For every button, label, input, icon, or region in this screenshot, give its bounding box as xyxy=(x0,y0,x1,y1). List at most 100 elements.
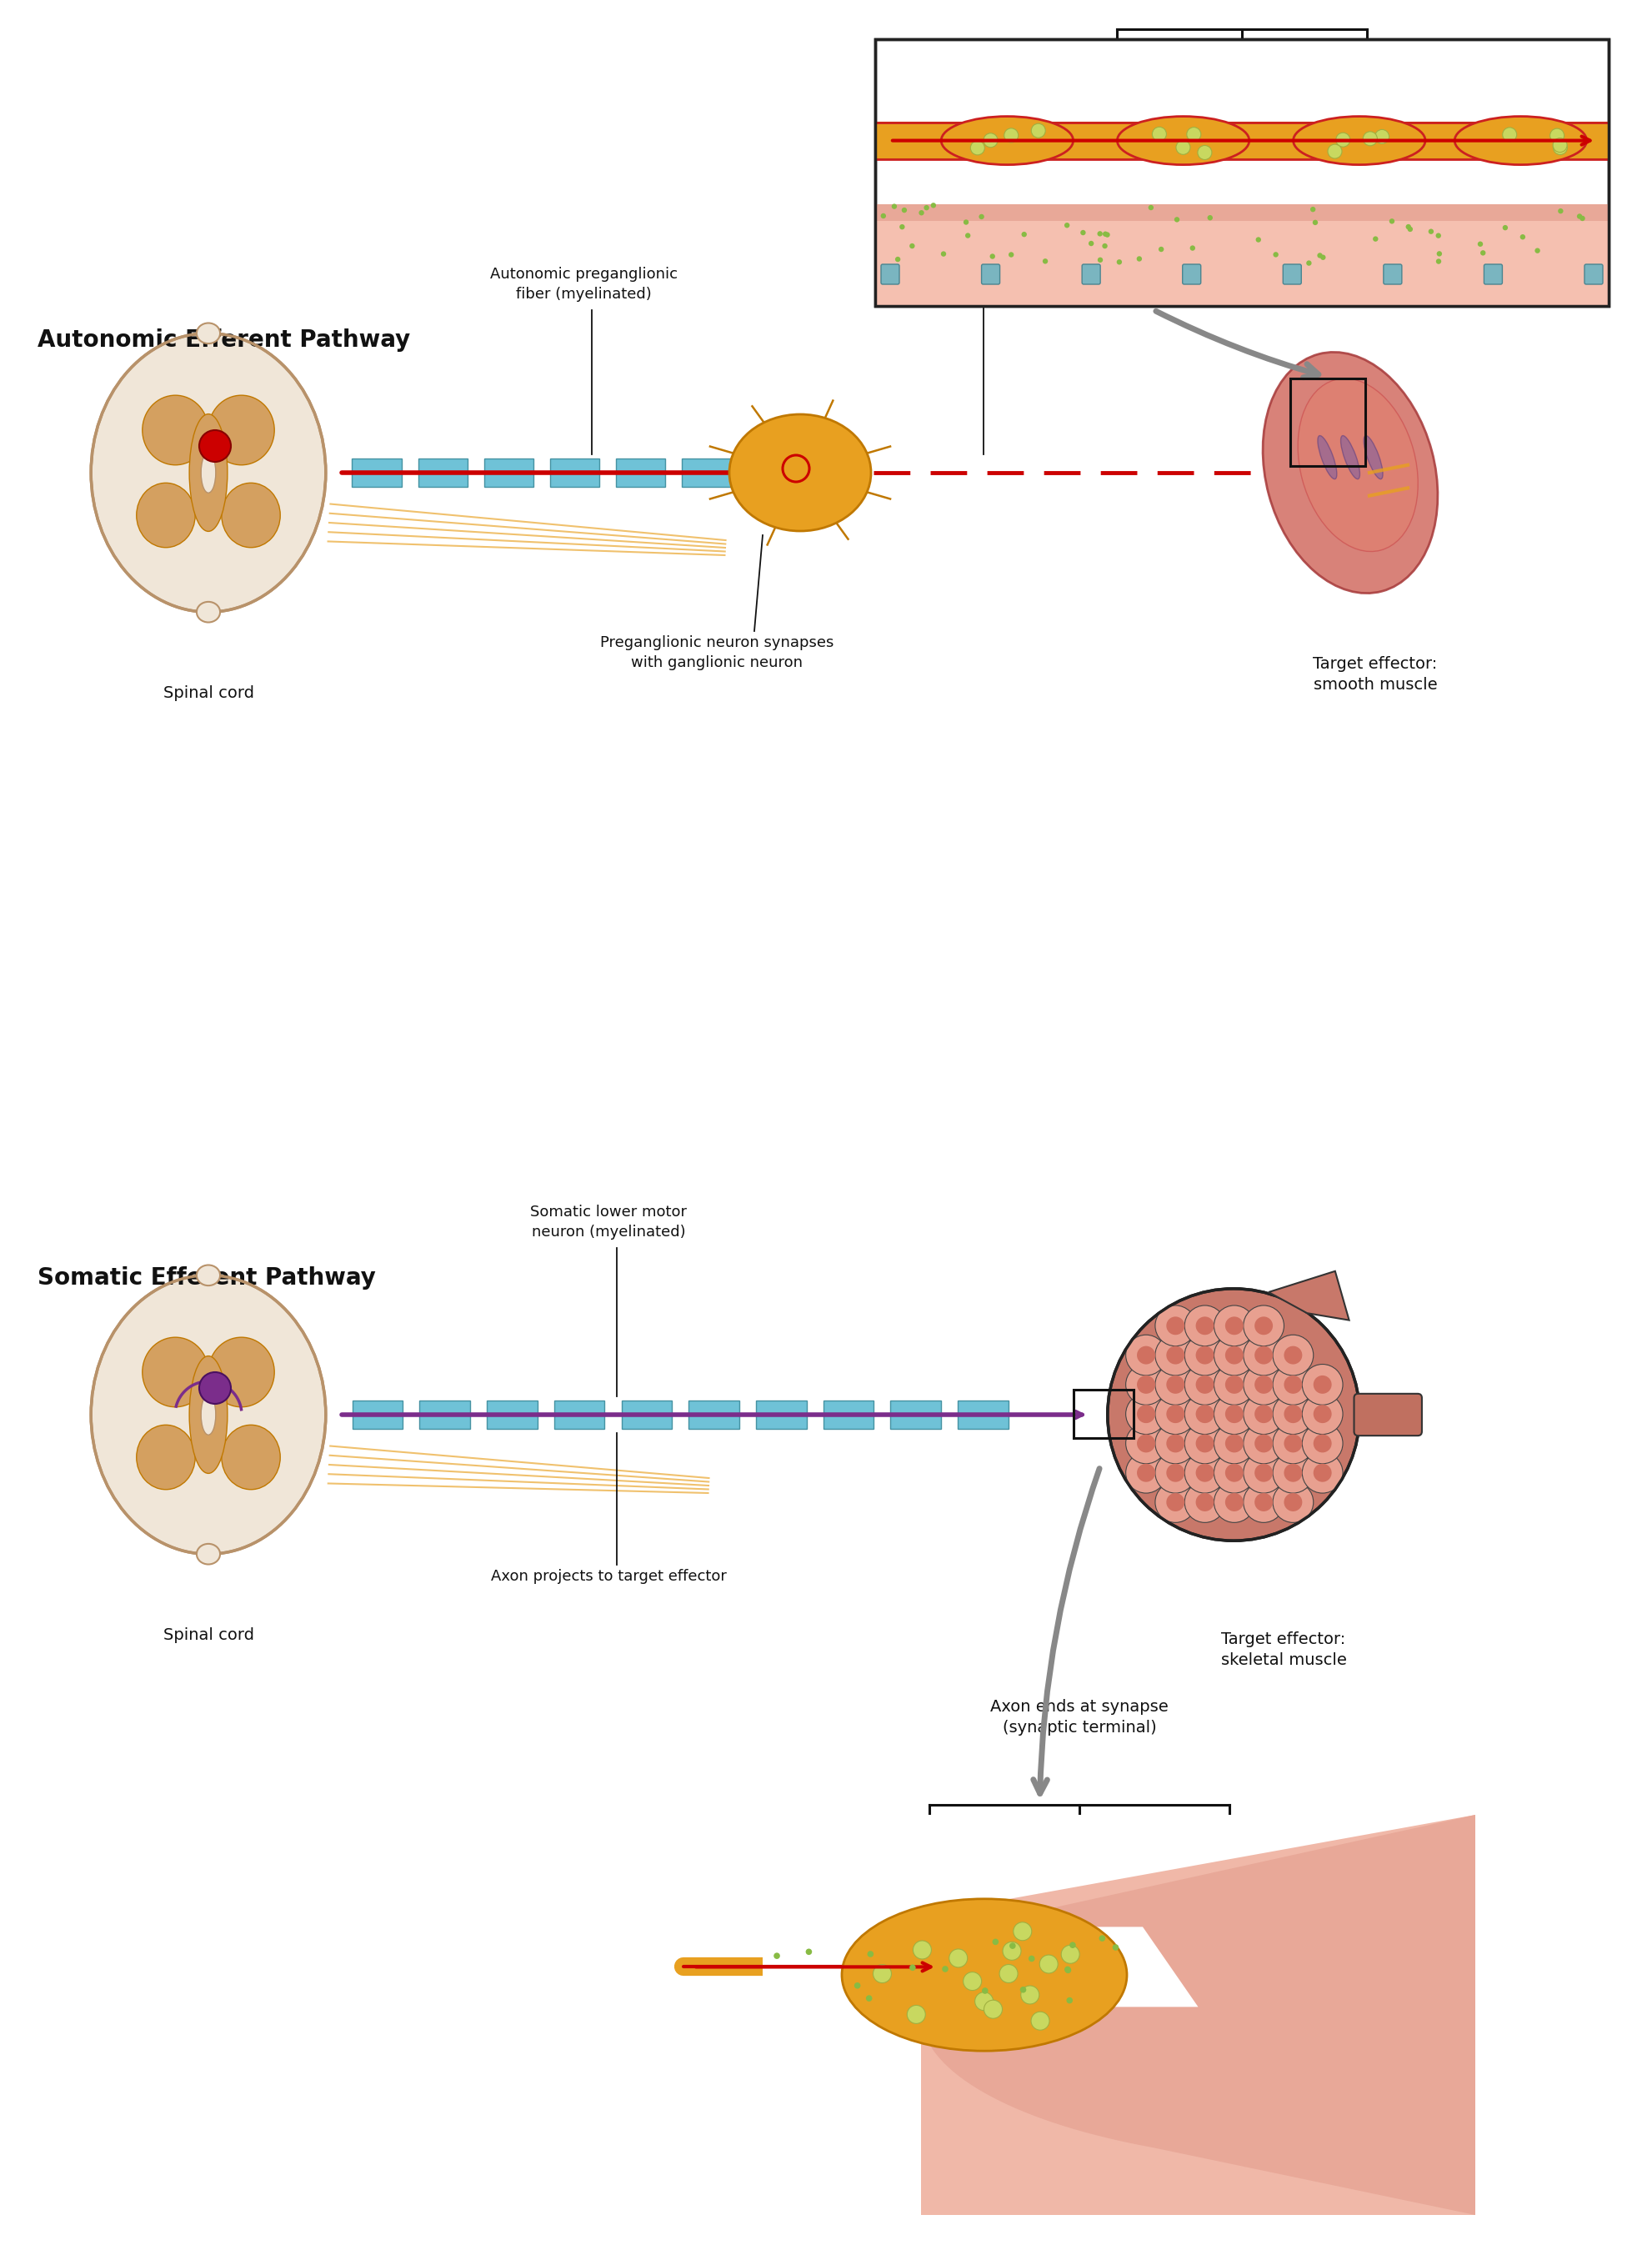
Circle shape xyxy=(1254,1345,1272,1364)
Circle shape xyxy=(1194,1434,1214,1452)
Circle shape xyxy=(1284,1434,1302,1452)
Circle shape xyxy=(1009,1943,1016,1948)
Circle shape xyxy=(1137,1434,1155,1452)
Circle shape xyxy=(1184,1305,1224,1345)
Circle shape xyxy=(1097,231,1102,236)
Circle shape xyxy=(1004,129,1018,143)
Circle shape xyxy=(942,1966,948,1973)
Circle shape xyxy=(907,2005,925,2023)
Circle shape xyxy=(1013,1923,1031,1941)
Circle shape xyxy=(1155,1305,1194,1345)
Circle shape xyxy=(1166,1463,1184,1481)
Circle shape xyxy=(1427,229,1432,233)
Circle shape xyxy=(1008,251,1013,258)
Polygon shape xyxy=(418,458,468,487)
Circle shape xyxy=(1148,204,1153,211)
Circle shape xyxy=(1313,1404,1332,1422)
Text: Somatic lower motor
neuron (myelinated): Somatic lower motor neuron (myelinated) xyxy=(530,1205,687,1239)
Circle shape xyxy=(1242,1481,1284,1522)
Ellipse shape xyxy=(91,1275,325,1554)
Circle shape xyxy=(1137,1404,1155,1422)
Ellipse shape xyxy=(202,1395,216,1434)
Polygon shape xyxy=(621,1400,671,1429)
Circle shape xyxy=(881,213,885,217)
Circle shape xyxy=(1272,1334,1313,1375)
Circle shape xyxy=(900,208,907,213)
Circle shape xyxy=(1312,220,1317,224)
Text: Autonomic
postganglionic
fiber (unmyelinated): Autonomic postganglionic fiber (unmyelin… xyxy=(889,222,1044,276)
Circle shape xyxy=(899,224,904,229)
Ellipse shape xyxy=(202,453,216,494)
Circle shape xyxy=(1184,1452,1224,1493)
Circle shape xyxy=(1117,260,1122,265)
Circle shape xyxy=(1039,1955,1057,1973)
Circle shape xyxy=(1272,1364,1313,1404)
Circle shape xyxy=(1302,1393,1341,1434)
Circle shape xyxy=(1436,251,1441,256)
Circle shape xyxy=(1151,127,1166,140)
Circle shape xyxy=(1313,1375,1332,1393)
Circle shape xyxy=(919,211,923,215)
Bar xyxy=(876,204,1607,220)
Circle shape xyxy=(1213,1452,1254,1493)
Circle shape xyxy=(1155,1334,1194,1375)
Circle shape xyxy=(1272,1422,1313,1463)
Circle shape xyxy=(1194,1463,1214,1481)
Circle shape xyxy=(1320,254,1325,260)
Circle shape xyxy=(1042,258,1047,265)
Circle shape xyxy=(1480,249,1485,256)
Circle shape xyxy=(1194,1316,1214,1334)
Circle shape xyxy=(1553,140,1566,154)
Polygon shape xyxy=(958,1400,1008,1429)
Circle shape xyxy=(1155,1364,1194,1404)
Ellipse shape xyxy=(142,396,208,464)
Circle shape xyxy=(1224,1493,1242,1511)
Circle shape xyxy=(1003,1941,1021,1959)
Circle shape xyxy=(805,1948,811,1955)
Circle shape xyxy=(1194,1345,1214,1364)
Circle shape xyxy=(1373,236,1378,242)
Circle shape xyxy=(1155,1481,1194,1522)
Ellipse shape xyxy=(1340,435,1360,478)
Bar xyxy=(1290,378,1365,467)
Circle shape xyxy=(1184,1364,1224,1404)
Ellipse shape xyxy=(1454,116,1586,165)
Ellipse shape xyxy=(221,1425,281,1490)
Circle shape xyxy=(1520,233,1525,240)
Circle shape xyxy=(999,1964,1018,1982)
Circle shape xyxy=(1194,1375,1214,1393)
FancyBboxPatch shape xyxy=(881,265,899,285)
Circle shape xyxy=(1305,260,1312,265)
Circle shape xyxy=(1284,1404,1302,1422)
Polygon shape xyxy=(484,458,534,487)
Circle shape xyxy=(1176,140,1189,154)
Circle shape xyxy=(1213,1364,1254,1404)
Circle shape xyxy=(1302,1364,1341,1404)
Circle shape xyxy=(1102,242,1107,249)
Circle shape xyxy=(1224,1316,1242,1334)
Circle shape xyxy=(1502,224,1507,231)
Text: Preganglionic neuron synapses
with ganglionic neuron: Preganglionic neuron synapses with gangl… xyxy=(600,634,833,670)
Circle shape xyxy=(1576,213,1581,220)
Circle shape xyxy=(1224,1345,1242,1364)
Ellipse shape xyxy=(221,482,281,548)
Polygon shape xyxy=(352,1400,403,1429)
Polygon shape xyxy=(1269,1271,1348,1320)
Circle shape xyxy=(1099,1934,1105,1941)
Circle shape xyxy=(1125,1393,1166,1434)
Circle shape xyxy=(930,202,935,208)
Bar xyxy=(876,204,1607,306)
Ellipse shape xyxy=(197,1545,220,1565)
Ellipse shape xyxy=(197,1266,220,1287)
Circle shape xyxy=(1242,1393,1284,1434)
Circle shape xyxy=(1224,1463,1242,1481)
Ellipse shape xyxy=(841,1898,1127,2050)
Circle shape xyxy=(1254,1493,1272,1511)
Circle shape xyxy=(1194,1404,1214,1422)
Ellipse shape xyxy=(190,414,228,532)
Circle shape xyxy=(200,430,231,462)
Circle shape xyxy=(890,204,897,208)
Circle shape xyxy=(1028,1955,1034,1961)
Circle shape xyxy=(1166,1316,1184,1334)
Ellipse shape xyxy=(137,482,195,548)
